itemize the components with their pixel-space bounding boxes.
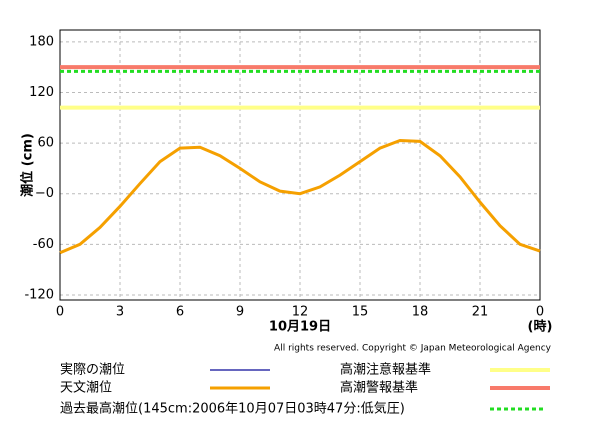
legend-label: 高潮警報基準 bbox=[340, 380, 418, 396]
legend-label: 過去最高潮位(145cm:2006年10月07日03時47分:低気圧) bbox=[60, 401, 405, 417]
x-tick-label: 3 bbox=[116, 305, 124, 320]
y-tick-label: 120 bbox=[29, 85, 54, 100]
y-tick-label: -60 bbox=[33, 237, 54, 252]
y-axis-label: 潮位 (cm) bbox=[20, 133, 36, 197]
x-axis-label: 10月19日 bbox=[269, 320, 331, 335]
x-tick-label: 9 bbox=[236, 305, 244, 320]
x-tick-label: 0 bbox=[536, 305, 544, 320]
legend-label: 高潮注意報基準 bbox=[340, 362, 431, 378]
x-tick-label: 15 bbox=[352, 305, 369, 320]
x-tick-label: 18 bbox=[412, 305, 429, 320]
legend-label: 天文潮位 bbox=[60, 381, 112, 396]
y-tick-label: −0 bbox=[35, 186, 54, 201]
y-tick-label: 60 bbox=[37, 136, 54, 151]
x-unit: (時) bbox=[528, 319, 553, 335]
tide-line bbox=[59, 139, 541, 255]
y-tick-label: -120 bbox=[24, 287, 54, 302]
x-tick-label: 6 bbox=[176, 305, 184, 320]
x-tick-label: 21 bbox=[472, 305, 489, 320]
legend-label: 実際の潮位 bbox=[60, 362, 125, 378]
copyright: All rights reserved. Copyright © Japan M… bbox=[274, 344, 552, 354]
plot-frame bbox=[59, 29, 541, 301]
x-tick-label: 0 bbox=[56, 305, 64, 320]
y-tick-label: 180 bbox=[29, 34, 54, 49]
x-tick-label: 12 bbox=[292, 305, 309, 320]
